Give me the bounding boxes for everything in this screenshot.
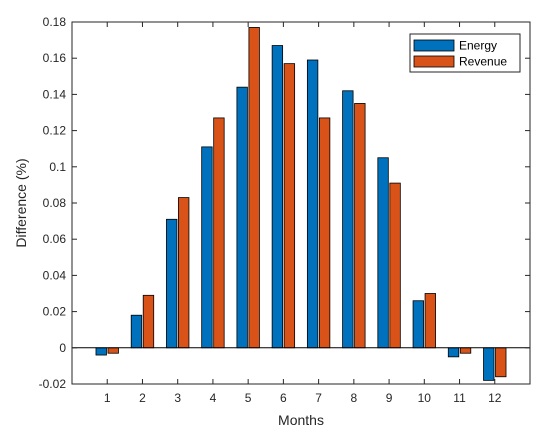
bar-revenue-2 [142,294,155,349]
bar-energy-4 [201,146,213,349]
y-tick-label: 0.08 [43,196,67,210]
y-tick-label: 0.14 [43,87,67,101]
y-tick-label: 0.06 [43,232,67,246]
bar-energy-1 [95,347,107,356]
x-tick-label: 1 [104,391,111,405]
x-tick-label: 4 [210,391,217,405]
bar-revenue-3 [178,197,190,349]
bar-revenue-5 [248,27,260,349]
bar-energy-3 [166,218,178,349]
x-tick-label: 10 [418,391,432,405]
legend-label-energy: Energy [459,39,497,53]
bar-revenue-12 [495,347,507,378]
bar-revenue-9 [389,182,401,349]
bar-revenue-1 [107,347,119,354]
x-tick-label: 6 [280,391,287,405]
bar-revenue-7 [318,117,331,349]
y-tick-label: -0.02 [39,377,67,391]
y-axis-label: Difference (%) [13,158,29,247]
bar-energy-11 [447,347,460,358]
bar-energy-6 [271,45,284,349]
y-tick-label: 0.12 [43,124,67,138]
legend: Energy Revenue [409,33,521,73]
bar-revenue-11 [459,347,472,354]
y-axis-ticks: -0.02 0 0.02 0.04 0.06 0.08 0.1 0.12 0.14 0.16 0.1… [39,15,530,391]
y-tick-label: 0.18 [43,15,67,29]
y-tick-label: 0.1 [49,160,66,174]
bar-energy-2 [130,314,143,349]
bar-revenue-8 [354,103,366,349]
x-axis-label: Months [278,412,324,428]
y-tick-label: 0.02 [43,305,67,319]
x-tick-label: 2 [139,391,146,405]
bar-energy-5 [236,86,248,349]
legend-swatch-energy [413,39,455,52]
bar-energy-9 [377,157,389,349]
legend-label-revenue: Revenue [459,55,507,69]
x-tick-label: 12 [488,391,502,405]
x-tick-label: 3 [174,391,181,405]
bar-revenue-10 [424,293,436,349]
bar-energy-12 [483,347,495,381]
x-tick-label: 11 [453,391,466,405]
y-tick-label: 0.04 [43,268,67,282]
bar-revenue-4 [213,117,225,349]
x-tick-label: 5 [245,391,252,405]
bars-group [95,27,507,381]
plot-frame [71,21,531,385]
x-axis-ticks: 1 2 3 4 5 6 7 8 9 10 11 12 [104,22,502,405]
bar-energy-8 [342,90,354,349]
bar-energy-7 [306,59,319,349]
x-tick-label: 7 [315,391,322,405]
legend-swatch-revenue [413,55,455,68]
x-tick-label: 8 [351,391,358,405]
bar-revenue-6 [283,63,296,349]
x-tick-label: 9 [386,391,393,405]
y-tick-label: 0 [59,341,66,355]
bar-energy-10 [412,300,424,349]
y-tick-label: 0.16 [43,51,67,65]
